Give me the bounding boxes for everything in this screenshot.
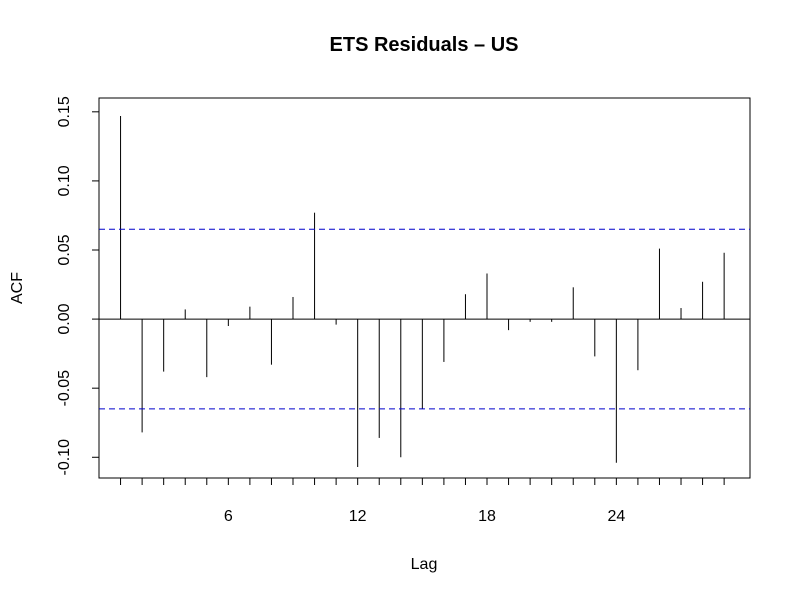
- x-tick-label: 18: [478, 508, 496, 525]
- x-tick-label: 12: [349, 508, 367, 525]
- y-tick-label: 0.00: [56, 303, 73, 334]
- y-tick-label: -0.05: [56, 370, 73, 407]
- chart-title: ETS Residuals – US: [330, 34, 519, 56]
- confidence-bounds: [99, 228, 750, 410]
- y-tick-label: 0.15: [56, 96, 73, 127]
- x-axis-label: Lag: [411, 556, 438, 573]
- y-tick-label: 0.10: [56, 165, 73, 196]
- plot-frame: [98, 97, 751, 479]
- y-axis-label: ACF: [9, 272, 26, 304]
- y-tick-label: 0.05: [56, 234, 73, 265]
- y-axis: -0.10 -0.05 0.00 0.05 0.10 0.15: [56, 96, 99, 476]
- acf-bars: [120, 115, 725, 467]
- x-axis: 6 12 18 24: [120, 478, 725, 525]
- x-tick-label: 24: [607, 508, 625, 525]
- x-tick-label: 6: [224, 508, 233, 525]
- y-tick-label: -0.10: [56, 439, 73, 476]
